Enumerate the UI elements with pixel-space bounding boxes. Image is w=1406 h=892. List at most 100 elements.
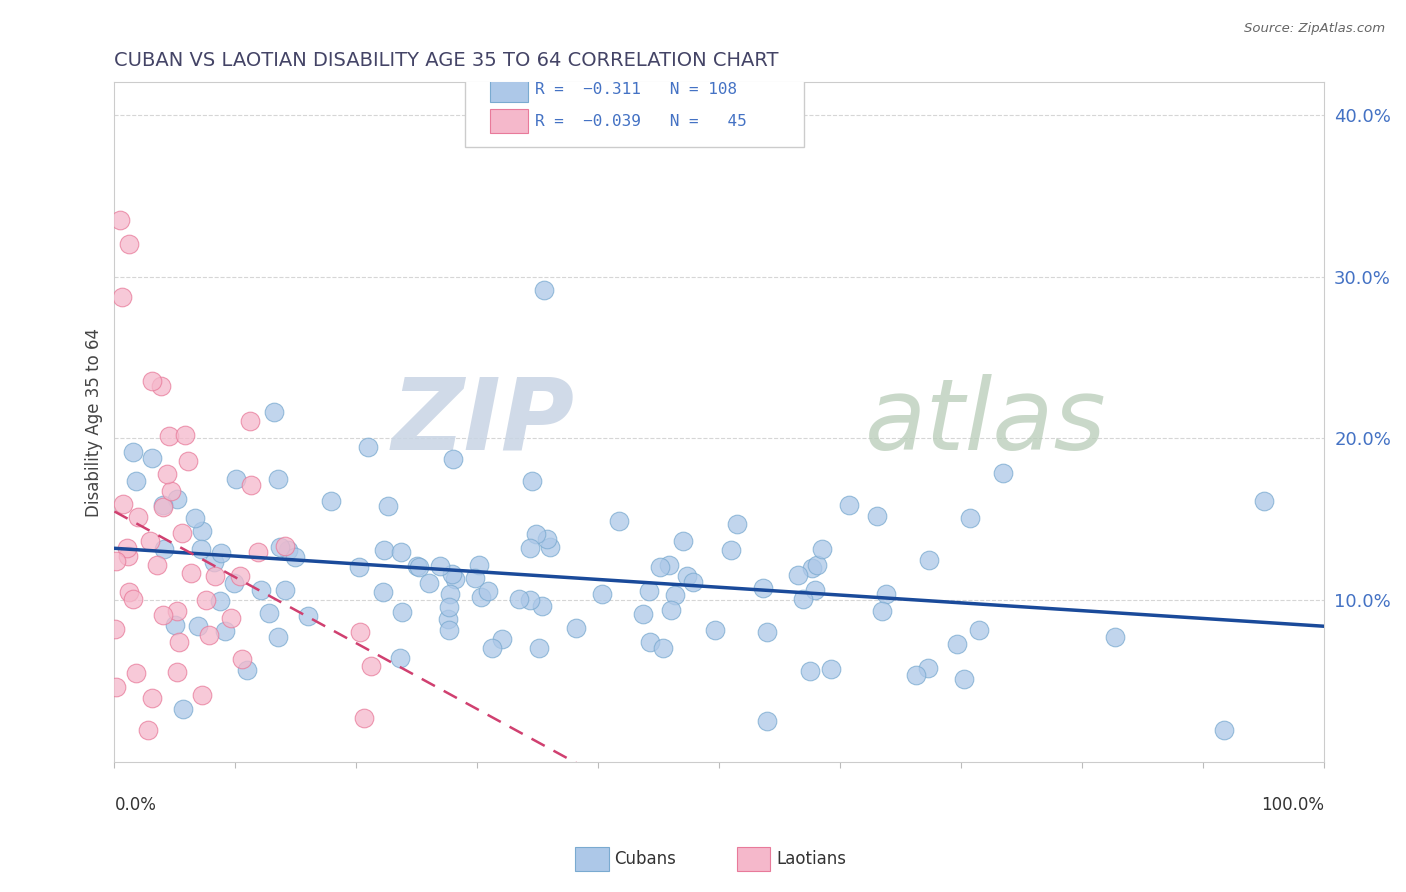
Point xyxy=(838,498,860,512)
Point xyxy=(257,607,280,621)
Point xyxy=(441,452,464,467)
Point xyxy=(267,472,290,486)
Point xyxy=(524,526,547,541)
Point xyxy=(437,599,460,614)
Point xyxy=(377,500,399,514)
Point xyxy=(806,558,828,572)
Point xyxy=(165,617,187,632)
Point xyxy=(866,508,889,523)
Point xyxy=(122,592,145,607)
Point xyxy=(141,691,163,706)
Text: Cubans: Cubans xyxy=(614,850,676,868)
Point xyxy=(1104,630,1126,644)
Point xyxy=(139,533,162,548)
Point xyxy=(269,541,291,555)
Point xyxy=(166,665,188,680)
Point xyxy=(353,711,375,725)
Text: atlas: atlas xyxy=(865,374,1107,471)
Text: CUBAN VS LAOTIAN DISABILITY AGE 35 TO 64 CORRELATION CHART: CUBAN VS LAOTIAN DISABILITY AGE 35 TO 64… xyxy=(114,51,779,70)
Point xyxy=(157,429,180,443)
Point xyxy=(945,637,967,651)
Point xyxy=(631,607,654,621)
Point xyxy=(204,568,226,582)
Point xyxy=(725,516,748,531)
Point xyxy=(274,582,297,597)
Point xyxy=(118,585,141,599)
Point xyxy=(156,467,179,481)
Point xyxy=(441,567,464,582)
Point xyxy=(720,543,742,558)
Point xyxy=(967,624,990,638)
Point xyxy=(389,545,412,559)
Point xyxy=(172,702,194,716)
Point xyxy=(121,445,143,459)
Point xyxy=(169,635,191,649)
Point xyxy=(127,510,149,524)
Point xyxy=(240,478,263,492)
Point xyxy=(389,650,412,665)
Point xyxy=(149,378,172,392)
Point xyxy=(117,549,139,563)
Point xyxy=(209,593,232,607)
Point xyxy=(104,681,127,695)
Point xyxy=(533,283,555,297)
Point xyxy=(672,533,695,548)
Point xyxy=(704,623,727,637)
Point xyxy=(202,555,225,569)
Point xyxy=(904,668,927,682)
Point xyxy=(373,542,395,557)
Point xyxy=(875,587,897,601)
Point xyxy=(468,558,491,572)
FancyBboxPatch shape xyxy=(489,109,529,133)
Point xyxy=(214,624,236,639)
Point xyxy=(191,689,214,703)
Point xyxy=(273,539,295,553)
Point xyxy=(527,640,550,655)
Point xyxy=(198,628,221,642)
Point xyxy=(219,611,242,625)
Point xyxy=(755,625,778,640)
Point xyxy=(187,619,209,633)
Point xyxy=(115,541,138,555)
Point xyxy=(159,483,181,498)
Point xyxy=(152,608,174,623)
Point xyxy=(141,374,163,388)
Point xyxy=(659,603,682,617)
Point xyxy=(125,665,148,680)
Point xyxy=(406,559,429,574)
Point xyxy=(112,497,135,511)
Point xyxy=(652,640,675,655)
Point xyxy=(953,672,976,686)
Point xyxy=(166,604,188,618)
Point xyxy=(638,635,661,649)
Point xyxy=(607,514,630,528)
Point xyxy=(756,714,779,728)
Point xyxy=(356,440,378,454)
Point xyxy=(682,574,704,589)
Point xyxy=(146,558,169,573)
Point xyxy=(591,587,613,601)
Point xyxy=(391,605,413,619)
Point xyxy=(664,588,686,602)
Point xyxy=(917,552,939,566)
Point xyxy=(491,632,513,647)
Point xyxy=(418,575,440,590)
Point xyxy=(194,593,217,607)
Point xyxy=(152,500,174,514)
Point xyxy=(917,661,939,675)
Point xyxy=(190,542,212,557)
Text: R =  −0.039   N =   45: R = −0.039 N = 45 xyxy=(536,113,747,128)
Point xyxy=(249,583,271,598)
Point xyxy=(236,663,259,677)
Point xyxy=(277,543,299,558)
Point xyxy=(536,532,558,546)
Point xyxy=(436,612,458,626)
Point xyxy=(231,652,253,666)
Point xyxy=(138,723,160,737)
Point xyxy=(166,492,188,507)
Point xyxy=(477,584,499,599)
Point xyxy=(1253,493,1275,508)
Point xyxy=(870,604,893,618)
FancyBboxPatch shape xyxy=(465,65,804,147)
Point xyxy=(229,568,252,582)
